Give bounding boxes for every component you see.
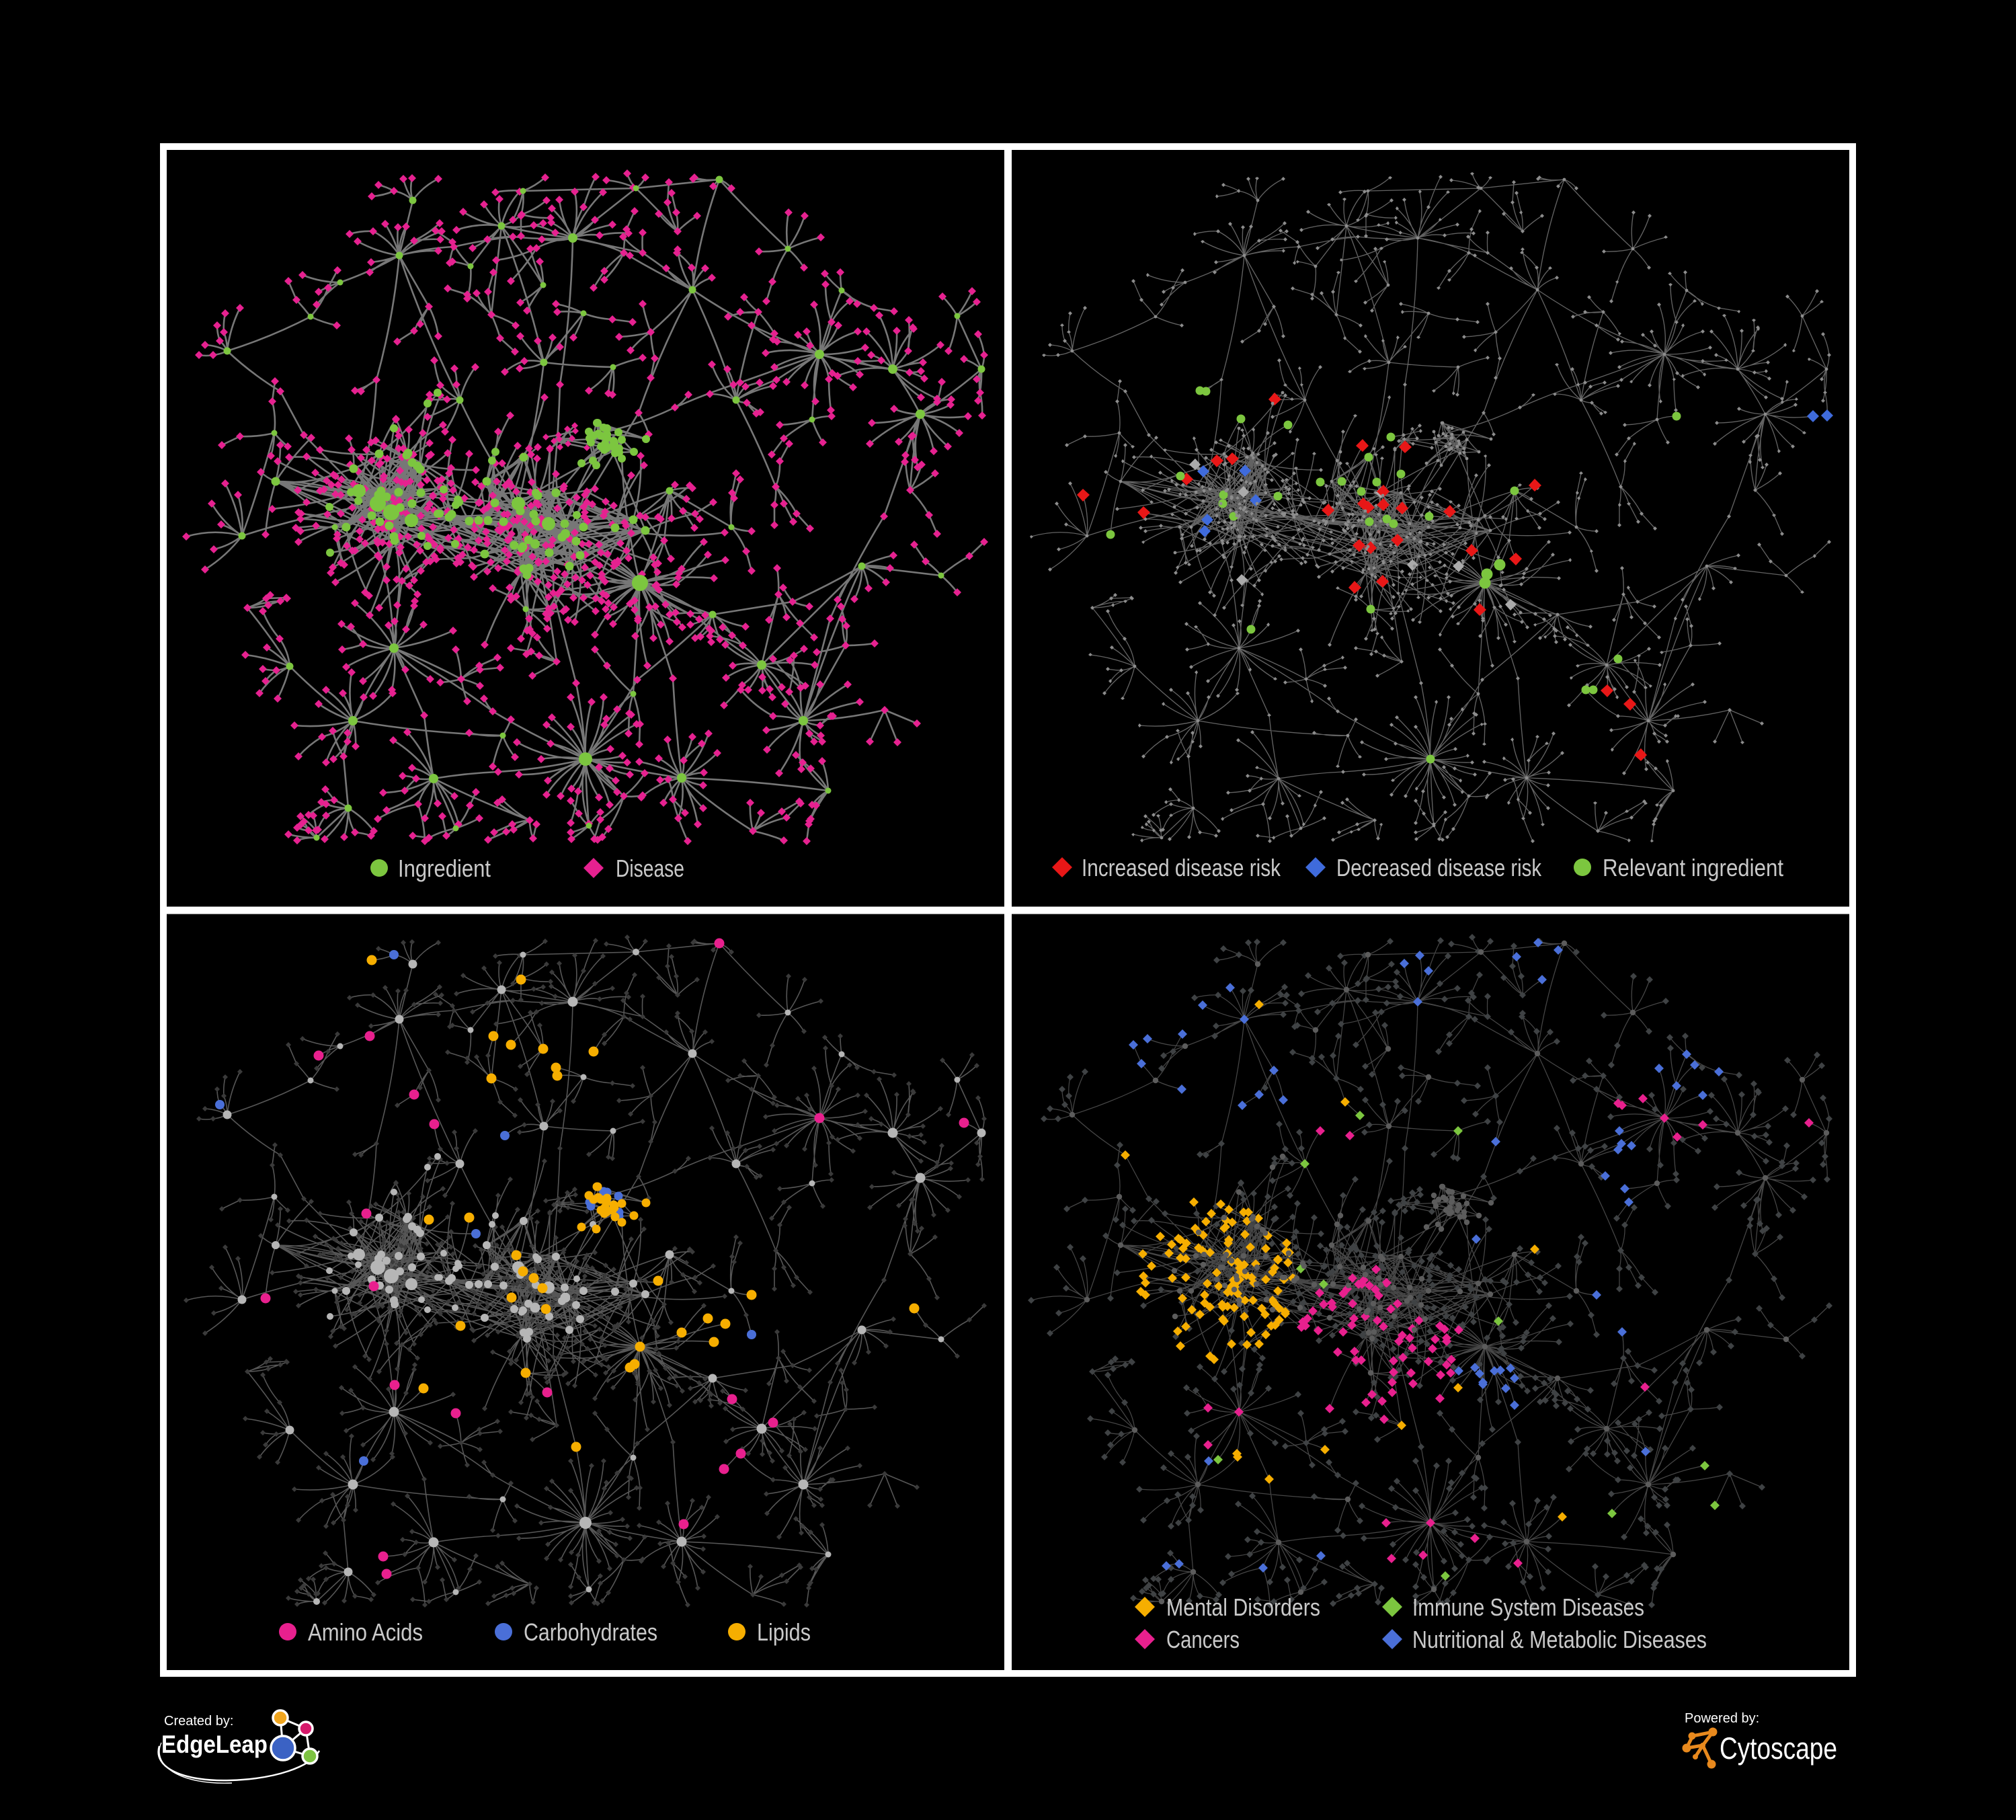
svg-text:Cancers: Cancers bbox=[1166, 1626, 1240, 1653]
svg-text:Relevant ingredient: Relevant ingredient bbox=[1603, 854, 1783, 881]
svg-text:Amino Acids: Amino Acids bbox=[308, 1618, 423, 1646]
svg-text:Created by:: Created by: bbox=[164, 1714, 233, 1729]
svg-text:Powered by:: Powered by: bbox=[1685, 1711, 1759, 1726]
svg-text:Disease: Disease bbox=[616, 855, 684, 882]
svg-text:Nutritional & Metabolic Diseas: Nutritional & Metabolic Diseases bbox=[1412, 1626, 1707, 1653]
svg-text:Increased disease risk: Increased disease risk bbox=[1082, 854, 1281, 881]
svg-text:Mental Disorders: Mental Disorders bbox=[1166, 1593, 1320, 1621]
svg-text:Ingredient: Ingredient bbox=[398, 855, 491, 882]
svg-text:Lipids: Lipids bbox=[757, 1618, 811, 1646]
svg-text:EdgeLeap: EdgeLeap bbox=[161, 1731, 268, 1758]
svg-text:Immune System Diseases: Immune System Diseases bbox=[1412, 1593, 1644, 1621]
svg-text:Carbohydrates: Carbohydrates bbox=[524, 1618, 657, 1646]
svg-text:Cytoscape: Cytoscape bbox=[1720, 1731, 1837, 1766]
svg-text:Decreased disease risk: Decreased disease risk bbox=[1336, 854, 1542, 881]
